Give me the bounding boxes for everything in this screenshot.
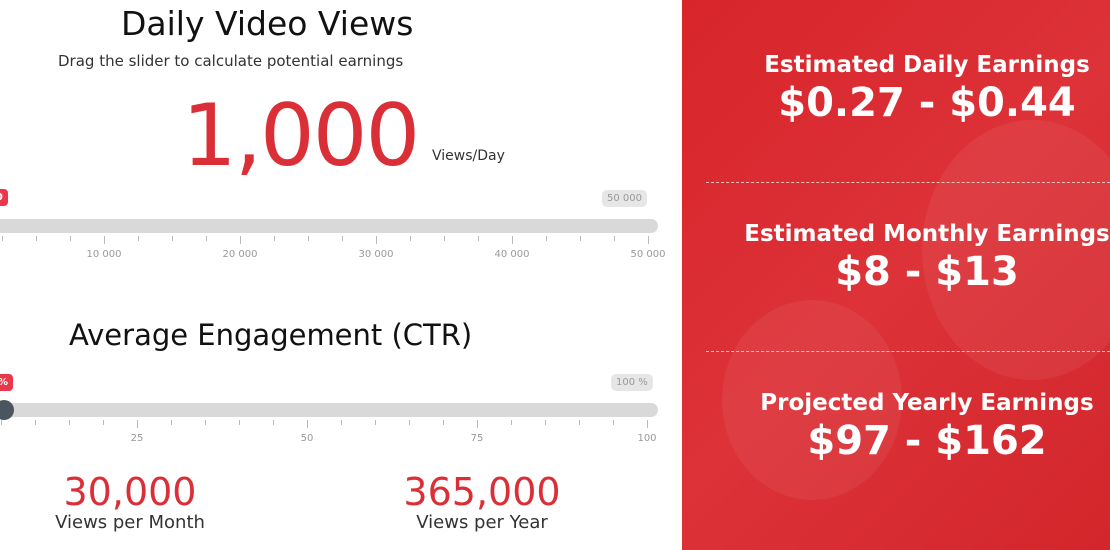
slider-tick-label: 40 000 — [494, 249, 530, 260]
slider-tick — [545, 420, 546, 425]
slider-tick — [307, 420, 308, 428]
slider-tick-label: 50 000 — [630, 249, 666, 260]
earnings-daily: Estimated Daily Earnings $0.27 - $0.44 — [682, 52, 1110, 126]
slider-tick — [409, 420, 410, 425]
slider-tick — [477, 420, 478, 428]
ctr-slider[interactable] — [0, 403, 658, 417]
views-subtitle: Drag the slider to calculate potential e… — [58, 52, 404, 70]
slider-tick — [511, 420, 512, 425]
slider-tick — [512, 236, 513, 244]
slider-tick — [104, 236, 105, 244]
slider-tick — [1, 420, 2, 425]
earnings-monthly-label: Estimated Monthly Earnings — [744, 221, 1110, 247]
earnings-panel: Estimated Daily Earnings $0.27 - $0.44 E… — [682, 0, 1110, 550]
slider-tick — [69, 420, 70, 425]
stat-year: 365,000 Views per Year — [403, 470, 560, 533]
calculator-panel: Daily Video Views Drag the slider to cal… — [0, 4, 666, 533]
ctr-slider-thumb[interactable] — [0, 400, 14, 420]
ctr-slider-bubble: 5% — [0, 374, 13, 391]
stat-month-value: 30,000 — [63, 470, 197, 514]
slider-tick — [478, 236, 479, 241]
slider-tick — [647, 420, 648, 428]
earnings-daily-label: Estimated Daily Earnings — [764, 52, 1090, 78]
views-max-badge: 50 000 — [602, 190, 647, 207]
views-value: 1,000 — [182, 86, 420, 186]
slider-tick — [273, 420, 274, 425]
slider-tick-label: 20 000 — [222, 249, 258, 260]
earnings-monthly-value: $8 - $13 — [835, 249, 1019, 295]
slider-tick — [205, 420, 206, 425]
slider-tick — [35, 420, 36, 425]
divider — [706, 182, 1110, 183]
slider-tick — [613, 420, 614, 425]
slider-tick-label: 30 000 — [358, 249, 394, 260]
divider — [706, 351, 1110, 352]
slider-tick — [580, 236, 581, 241]
slider-tick — [410, 236, 411, 241]
slider-tick — [443, 420, 444, 425]
slider-tick — [308, 236, 309, 241]
slider-tick — [137, 420, 138, 428]
slider-tick — [70, 236, 71, 241]
slider-tick — [171, 420, 172, 425]
slider-tick — [375, 420, 376, 425]
slider-tick — [376, 236, 377, 244]
slider-tick — [103, 420, 104, 425]
stat-month: 30,000 Views per Month — [55, 470, 205, 533]
views-unit: Views/Day — [432, 148, 505, 164]
slider-tick — [444, 236, 445, 241]
earnings-monthly: Estimated Monthly Earnings $8 - $13 — [682, 221, 1110, 295]
slider-tick-label: 75 — [470, 433, 484, 444]
earnings-yearly: Projected Yearly Earnings $97 - $162 — [682, 390, 1110, 464]
earnings-daily-value: $0.27 - $0.44 — [778, 80, 1076, 126]
slider-tick-label: 25 — [130, 433, 144, 444]
slider-tick — [2, 236, 3, 241]
earnings-yearly-value: $97 - $162 — [807, 418, 1047, 464]
views-slider[interactable] — [0, 219, 658, 233]
slider-tick — [172, 236, 173, 241]
stat-month-label: Views per Month — [55, 512, 205, 533]
slider-tick — [614, 236, 615, 241]
stat-year-value: 365,000 — [403, 470, 561, 514]
slider-tick — [239, 420, 240, 425]
stat-year-label: Views per Year — [416, 512, 548, 533]
slider-tick — [206, 236, 207, 241]
ctr-title: Average Engagement (CTR) — [69, 318, 473, 352]
slider-tick — [648, 236, 649, 244]
slider-tick — [579, 420, 580, 425]
ctr-max-badge: 100 % — [611, 374, 653, 391]
slider-tick-label: 100 — [637, 433, 657, 444]
earnings-yearly-label: Projected Yearly Earnings — [760, 390, 1094, 416]
slider-tick — [274, 236, 275, 241]
slider-tick-label: 10 000 — [86, 249, 122, 260]
slider-tick — [138, 236, 139, 241]
slider-tick-label: 50 — [300, 433, 314, 444]
slider-tick — [341, 420, 342, 425]
slider-tick — [240, 236, 241, 244]
slider-tick — [342, 236, 343, 241]
slider-tick — [36, 236, 37, 241]
views-title: Daily Video Views — [121, 4, 414, 43]
slider-tick — [546, 236, 547, 241]
